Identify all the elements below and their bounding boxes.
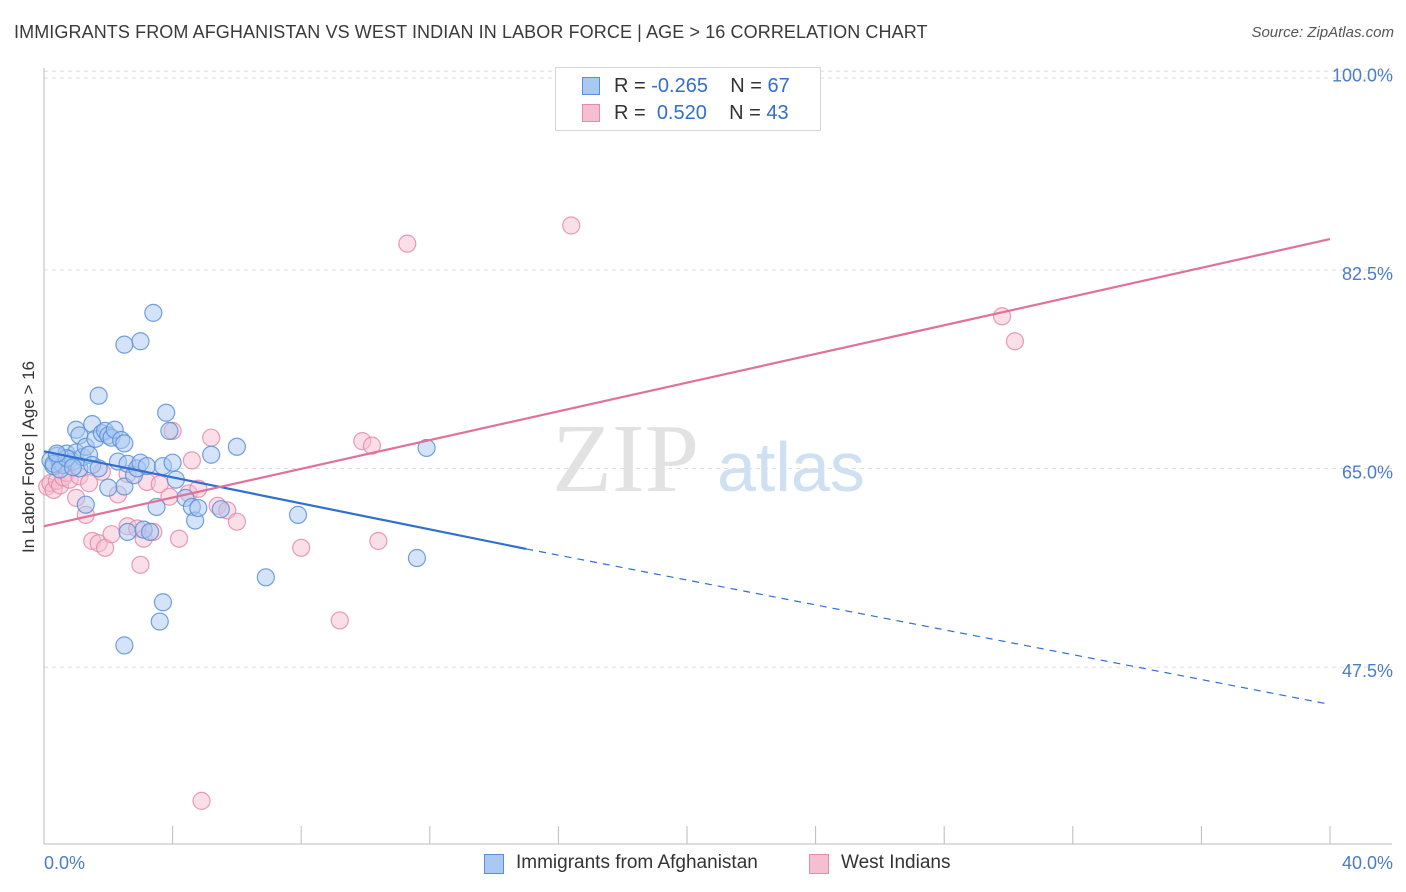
scatter-point-afghanistan xyxy=(63,458,83,477)
scatter-point-afghanistan xyxy=(288,505,308,524)
bottom-legend-label: Immigrants from Afghanistan xyxy=(516,852,758,873)
x-tick-label: 0.0% xyxy=(44,853,85,873)
legend-r-value: -0.265 xyxy=(651,75,708,97)
scatter-point-afghanistan xyxy=(153,593,173,612)
legend-n-value: 43 xyxy=(766,102,789,124)
source-label: Source: ZipAtlas.com xyxy=(1251,24,1394,41)
trend-line-west-indians xyxy=(43,238,1331,528)
scatter-point-west-indians xyxy=(292,538,311,557)
trend-layer xyxy=(43,238,1331,705)
scatter-point-afghanistan xyxy=(99,478,118,497)
chart-title: IMMIGRANTS FROM AFGHANISTAN VS WEST INDI… xyxy=(14,22,928,42)
scatter-point-afghanistan xyxy=(115,434,134,453)
grid-layer xyxy=(44,70,1392,668)
scatter-point-west-indians xyxy=(169,529,189,548)
scatter-point-afghanistan xyxy=(118,522,137,542)
scatter-point-west-indians xyxy=(182,451,201,470)
trend-line-afghanistan-extension xyxy=(526,548,1331,705)
bottom-legend-swatch-blue xyxy=(484,854,504,874)
legend-r-value: 0.520 xyxy=(656,102,707,124)
scatter-point-west-indians xyxy=(79,474,99,493)
scatter-point-west-indians xyxy=(192,791,211,810)
scatter-point-west-indians xyxy=(369,531,388,551)
scatter-point-afghanistan xyxy=(131,332,150,351)
y-tick-label: 82.5% xyxy=(1342,264,1393,284)
legend-n-label: N = xyxy=(730,75,762,97)
scatter-point-afghanistan xyxy=(144,303,163,322)
scatter-point-afghanistan xyxy=(189,498,208,518)
scatter-point-west-indians xyxy=(362,436,382,455)
scatter-point-afghanistan xyxy=(76,495,95,514)
scatter-point-afghanistan xyxy=(417,438,436,458)
scatter-point-west-indians xyxy=(227,512,246,531)
x-tick-label: 40.0% xyxy=(1342,853,1393,873)
scatter-point-west-indians xyxy=(330,611,349,630)
scatter-point-west-indians xyxy=(202,428,221,447)
y-axis-label: In Labor Force | Age > 16 xyxy=(19,361,38,553)
scatter-point-afghanistan xyxy=(227,437,246,456)
legend-n-value: 67 xyxy=(767,75,790,97)
labels-layer: 47.5% 65.0% 82.5% 100.0% 0.0% 40.0% In Labor F… xyxy=(19,65,1393,873)
legend-r-label: R = xyxy=(614,75,646,97)
trend-line-afghanistan xyxy=(43,450,527,551)
bottom-legend-label: West Indians xyxy=(841,852,951,873)
scatter-point-afghanistan xyxy=(163,453,182,472)
scatter-point-afghanistan xyxy=(115,636,134,655)
legend-n-label: N = xyxy=(729,102,761,124)
scatter-point-west-indians xyxy=(562,216,581,235)
legend-r-label: R = xyxy=(614,102,646,124)
watermark: ZIP atlas xyxy=(552,405,865,513)
scatter-point-afghanistan xyxy=(407,548,427,568)
legend-swatch-pink xyxy=(582,104,600,122)
y-tick-label: 65.0% xyxy=(1342,463,1393,483)
scatter-point-afghanistan xyxy=(89,386,108,405)
scatter-point-afghanistan xyxy=(157,403,176,422)
scatter-point-afghanistan xyxy=(140,522,160,542)
scatter-point-west-indians xyxy=(131,555,150,574)
bottom-legend-swatch-pink xyxy=(809,854,829,874)
scatter-point-afghanistan xyxy=(115,335,134,354)
scatter-point-afghanistan xyxy=(150,612,169,631)
y-tick-label: 47.5% xyxy=(1342,661,1393,681)
scatter-point-afghanistan xyxy=(202,445,221,464)
watermark-atlas: atlas xyxy=(717,428,865,506)
scatter-point-afghanistan xyxy=(256,568,275,587)
scatter-point-west-indians xyxy=(102,525,121,544)
scatter-point-west-indians xyxy=(1005,332,1025,351)
scatter-point-afghanistan xyxy=(211,500,230,519)
y-tick-label: 100.0% xyxy=(1332,65,1393,85)
legend-swatch-blue xyxy=(582,77,600,95)
scatter-point-afghanistan xyxy=(160,421,179,440)
points-layer xyxy=(38,216,1025,810)
stats-legend: R = -0.265 N = 67 R = 0.520 N = 43 xyxy=(555,67,821,131)
scatter-point-west-indians xyxy=(398,234,417,253)
watermark-zip: ZIP xyxy=(552,405,699,513)
